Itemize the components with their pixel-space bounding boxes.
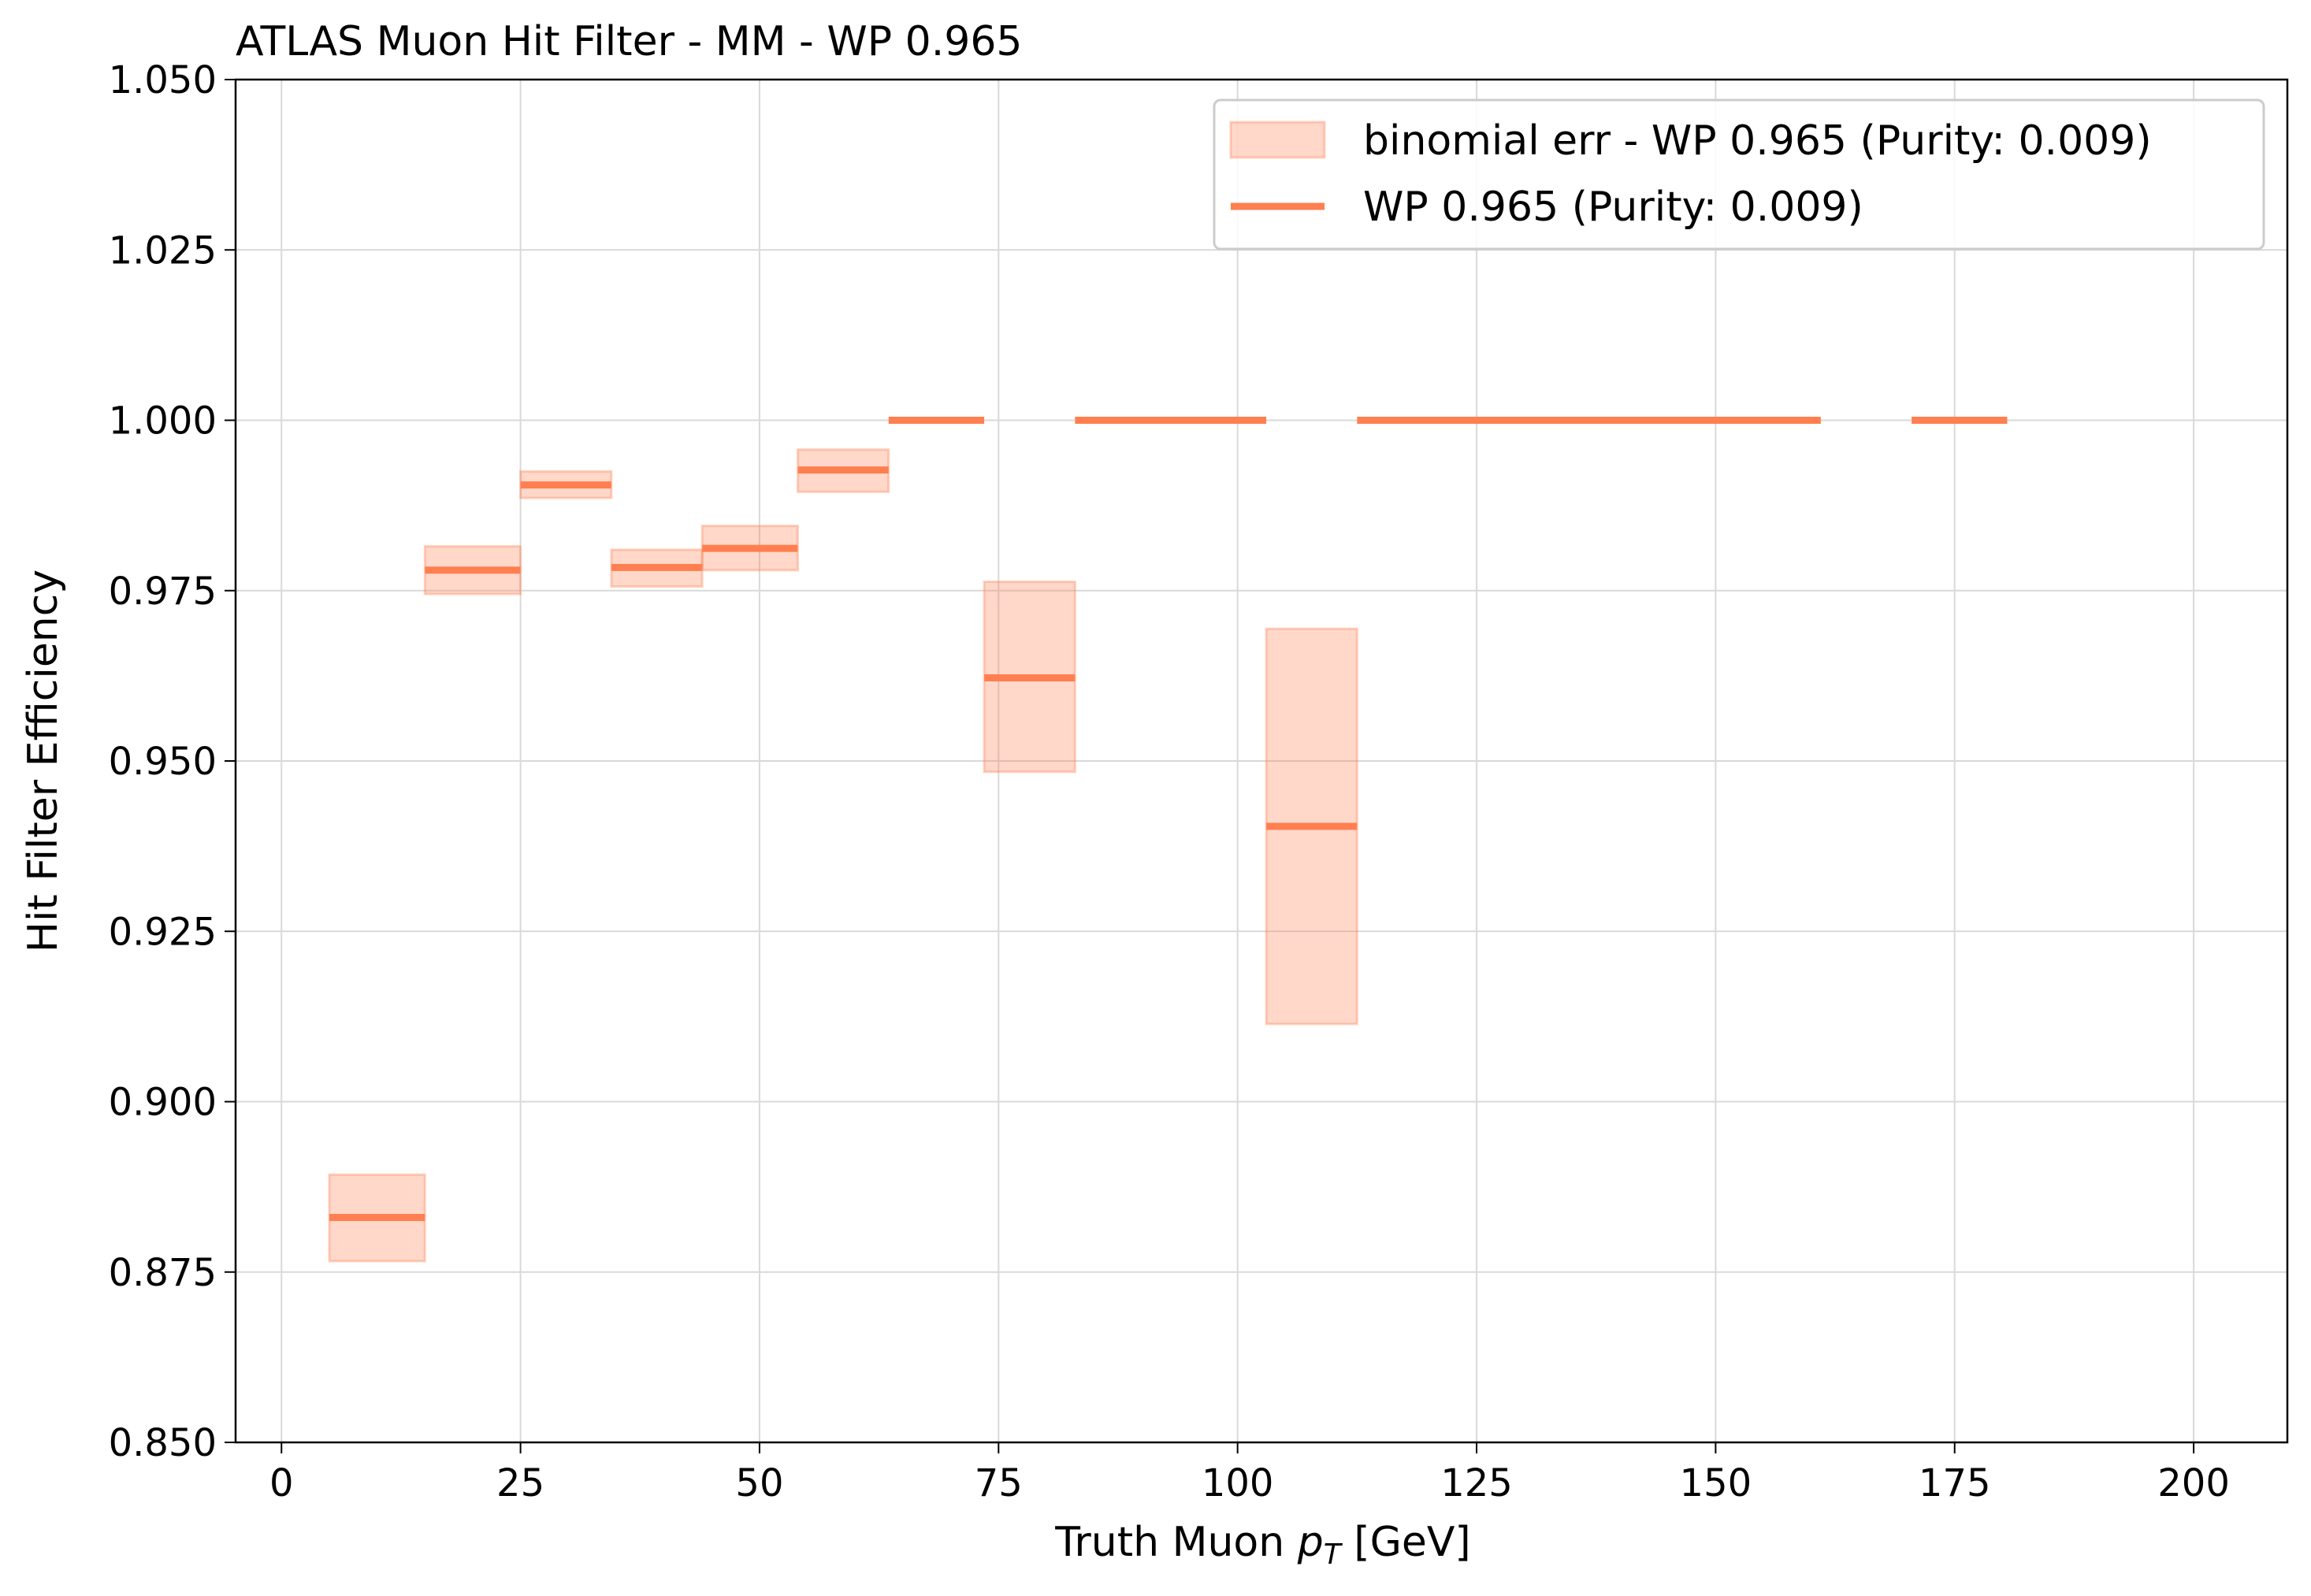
x-axis-label-part: T [1324, 1538, 1343, 1571]
x-tick-label: 175 [1919, 1461, 1991, 1505]
y-tick-label: 0.950 [109, 740, 217, 784]
x-tick-label: 150 [1680, 1461, 1752, 1505]
x-axis-label-part: [GeV] [1341, 1519, 1471, 1566]
y-tick-label: 1.000 [109, 399, 217, 444]
legend-box [1213, 98, 2265, 251]
y-tick-label: 0.875 [109, 1251, 217, 1295]
y-tick-label: 0.975 [109, 570, 217, 614]
y-tick-label: 1.025 [109, 228, 217, 273]
x-tick-label: 25 [496, 1461, 544, 1505]
x-tick-label: 75 [975, 1461, 1023, 1505]
x-tick-label: 125 [1440, 1461, 1513, 1505]
x-axis-label-part: Truth Muon [1054, 1519, 1297, 1566]
x-axis-label-part: p [1297, 1519, 1324, 1566]
x-tick-label: 100 [1202, 1461, 1274, 1505]
y-tick-label: 0.850 [109, 1421, 217, 1465]
x-tick-label: 0 [269, 1461, 294, 1505]
y-tick-label: 1.050 [109, 58, 217, 102]
x-tick-label: 200 [2157, 1461, 2230, 1505]
axes-frame [234, 78, 2289, 1444]
y-tick-label: 0.925 [109, 910, 217, 954]
y-axis-label: Hit Filter Efficiency [20, 570, 67, 952]
legend-label: WP 0.965 (Purity: 0.009) [1363, 184, 1863, 231]
x-tick-label: 50 [735, 1461, 783, 1505]
x-axis-label: Truth Muon pT [GeV] [1054, 1519, 1470, 1571]
legend-label: binomial err - WP 0.965 (Purity: 0.009) [1363, 117, 2152, 165]
chart-title: ATLAS Muon Hit Filter - MM - WP 0.965 [236, 18, 1023, 65]
legend-swatch [1229, 121, 1326, 159]
y-tick-label: 0.900 [109, 1081, 217, 1125]
